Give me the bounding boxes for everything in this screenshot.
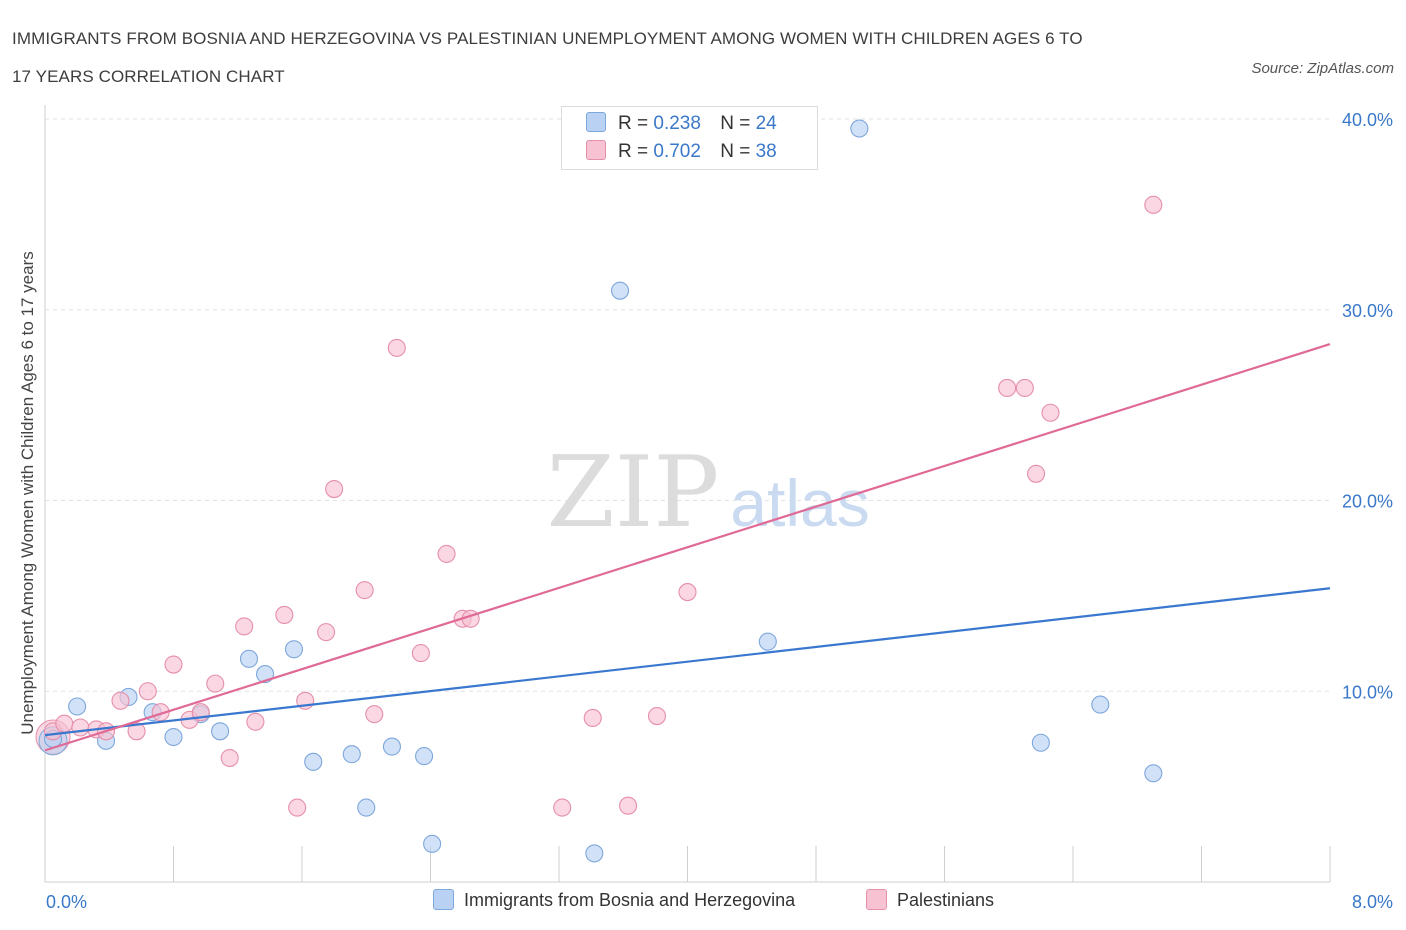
- palestinian-point: [164, 655, 183, 674]
- tick-labels: 10.0% 20.0% 30.0% 40.0% 0.0% 8.0%: [46, 110, 1393, 912]
- palestinian-point: [1041, 403, 1060, 422]
- legend-r-value-palestinians: 0.702: [653, 141, 701, 162]
- legend-n-label: N =: [720, 113, 751, 134]
- bosnia-point: [415, 747, 434, 766]
- bosnia-point: [342, 745, 361, 764]
- palestinian-point: [437, 544, 456, 563]
- legend-n-value-palestinians: 38: [755, 141, 777, 162]
- palestinian-point: [71, 718, 90, 737]
- legend-row-bosnia: R = 0.238 N = 24: [586, 112, 777, 138]
- correlation-legend: R = 0.238 N = 24 R = 0.702 N = 38: [561, 106, 818, 170]
- legend-r-label: R =: [618, 141, 649, 162]
- watermark: ZIP atlas: [547, 436, 870, 550]
- palestinian-trend-line: [44, 343, 1331, 752]
- bosnia-point: [610, 281, 630, 300]
- palestinian-point: [235, 617, 254, 636]
- palestinian-point: [317, 623, 336, 642]
- palestinian-point: [387, 338, 406, 357]
- bosnia-point: [164, 727, 183, 747]
- palestinian-point: [275, 605, 294, 625]
- chart-source: Source: ZipAtlas.com: [1251, 60, 1394, 77]
- palestinian-point: [325, 480, 344, 499]
- legend-r-value-bosnia: 0.238: [653, 113, 701, 134]
- y-tick-label: 10.0%: [1342, 682, 1393, 702]
- legend-n-label: N =: [720, 141, 751, 162]
- chart-title-line-1: IMMIGRANTS FROM BOSNIA AND HERZEGOVINA V…: [12, 29, 1083, 48]
- palestinian-point: [1144, 195, 1163, 214]
- legend-n-value-bosnia: 24: [755, 113, 777, 134]
- chart-title-line-2: 17 YEARS CORRELATION CHART: [12, 67, 285, 86]
- palestinian-point: [411, 644, 430, 663]
- watermark-zip: ZIP: [547, 436, 720, 550]
- bottom-legend-swatch-palestinians: [866, 889, 887, 910]
- bosnia-point: [423, 834, 442, 853]
- legend-swatch-palestinians: [586, 140, 606, 160]
- bosnia-point: [850, 119, 869, 138]
- legend-row-palestinians: R = 0.702 N = 38: [586, 140, 777, 166]
- y-tick-label: 40.0%: [1342, 110, 1393, 130]
- palestinian-point: [1027, 464, 1046, 483]
- bosnia-point: [1144, 764, 1163, 783]
- palestinian-point: [1015, 378, 1034, 398]
- palestinian-point: [206, 674, 225, 693]
- bosnia-point: [68, 697, 87, 716]
- y-tick-label: 20.0%: [1342, 492, 1393, 512]
- palestinian-point: [619, 796, 638, 815]
- bosnia-point: [1091, 695, 1110, 714]
- palestinian-point: [583, 708, 602, 728]
- bosnia-point: [382, 737, 402, 756]
- trend-lines: [44, 343, 1331, 752]
- bottom-legend-bosnia: Immigrants from Bosnia and Herzegovina: [433, 889, 795, 911]
- data-points: [35, 119, 1163, 863]
- y-axis-label: Unemployment Among Women with Children A…: [18, 251, 37, 735]
- x-tick-label: 8.0%: [1352, 892, 1393, 912]
- y-tick-label: 30.0%: [1342, 301, 1393, 321]
- palestinian-point: [355, 581, 374, 600]
- legend-swatch-bosnia: [586, 112, 606, 132]
- palestinian-point: [111, 691, 130, 710]
- bosnia-point: [357, 798, 376, 817]
- palestinian-point: [998, 378, 1017, 398]
- bosnia-point: [1031, 733, 1050, 752]
- palestinian-point: [365, 705, 384, 724]
- x-tick-label: 0.0%: [46, 892, 87, 912]
- palestinian-point: [647, 706, 667, 726]
- bosnia-point: [239, 649, 259, 668]
- watermark-atlas: atlas: [730, 466, 869, 540]
- palestinian-point: [288, 798, 307, 817]
- palestinian-point: [220, 748, 239, 768]
- palestinian-point: [553, 798, 572, 817]
- bosnia-point: [211, 722, 230, 741]
- bosnia-point: [758, 632, 777, 651]
- bosnia-point: [284, 640, 304, 659]
- palestinian-point: [246, 712, 265, 731]
- bosnia-point: [585, 844, 604, 863]
- bottom-legend-label-bosnia: Immigrants from Bosnia and Herzegovina: [464, 890, 796, 910]
- chart-title: IMMIGRANTS FROM BOSNIA AND HERZEGOVINA V…: [12, 20, 1212, 96]
- palestinian-point: [138, 682, 157, 701]
- palestinian-point: [678, 583, 697, 602]
- bosnia-trend-line: [44, 587, 1331, 737]
- legend-r-label: R =: [618, 113, 649, 134]
- bottom-legend-label-palestinians: Palestinians: [897, 890, 995, 910]
- bottom-legend-palestinians: Palestinians: [866, 889, 994, 911]
- palestinian-point: [127, 722, 146, 741]
- bosnia-point: [304, 752, 323, 771]
- palestinian-point: [55, 714, 74, 733]
- bottom-legend-swatch-bosnia: [433, 889, 454, 910]
